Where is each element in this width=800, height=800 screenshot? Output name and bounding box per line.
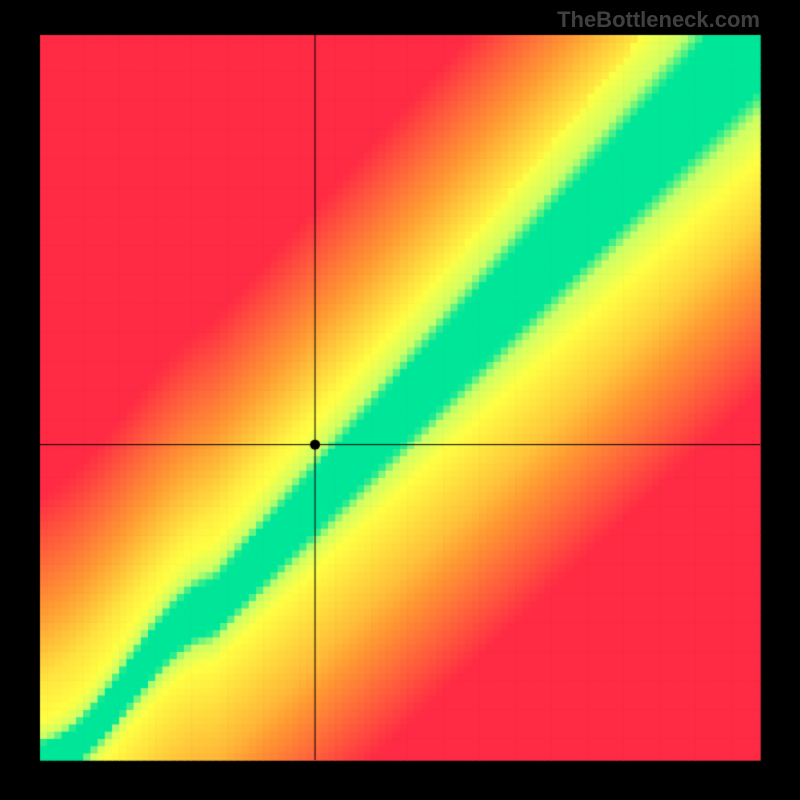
bottleneck-heatmap: [0, 0, 800, 800]
watermark-text: TheBottleneck.com: [557, 7, 760, 33]
chart-container: TheBottleneck.com: [0, 0, 800, 800]
